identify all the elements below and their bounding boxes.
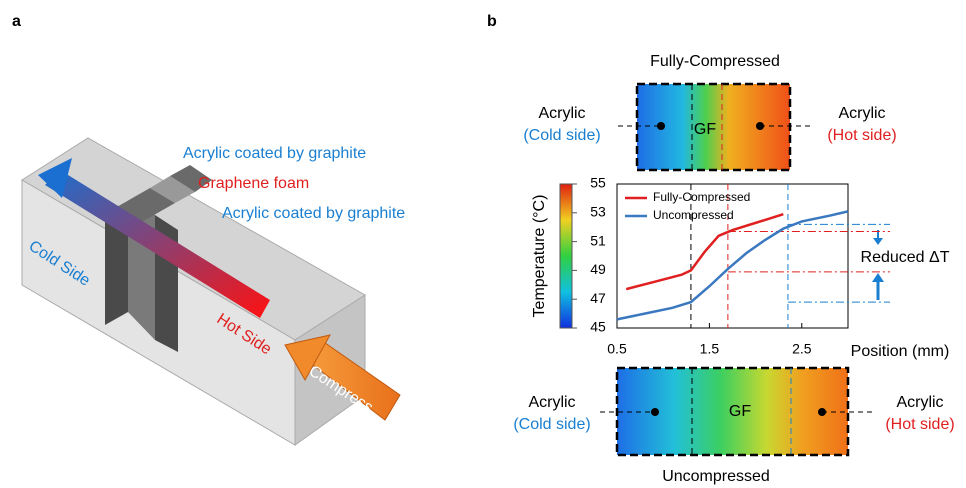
gf-label: GF bbox=[729, 403, 751, 420]
legend-label: Uncompressed bbox=[653, 208, 734, 222]
legend-label: Fully-Compressed bbox=[653, 190, 750, 204]
y-tick-label: 47 bbox=[590, 290, 606, 306]
panel-label: b bbox=[487, 13, 497, 30]
y-axis-label: Temperature (°C) bbox=[531, 195, 548, 318]
side-label: (Hot side) bbox=[885, 416, 954, 433]
image-title: Fully-Compressed bbox=[650, 53, 780, 70]
y-tick-label: 51 bbox=[590, 232, 606, 248]
y-tick-label: 45 bbox=[590, 319, 606, 335]
colorbar bbox=[560, 184, 572, 328]
series-line bbox=[626, 214, 783, 289]
layer-label: Graphene foam bbox=[198, 175, 309, 192]
x-tick-label: 0.5 bbox=[607, 341, 627, 357]
side-label: (Cold side) bbox=[523, 127, 600, 144]
side-label: Acrylic bbox=[528, 394, 575, 411]
y-tick-label: 53 bbox=[590, 204, 606, 220]
plot-frame bbox=[617, 184, 848, 328]
annotation: Reduced ΔT bbox=[861, 249, 950, 266]
layer-label: Acrylic coated by graphite bbox=[222, 205, 405, 222]
x-tick-label: 1.5 bbox=[700, 341, 720, 357]
x-tick-label: 2.5 bbox=[792, 341, 812, 357]
side-label: Acrylic bbox=[538, 105, 585, 122]
side-label: (Hot side) bbox=[827, 127, 896, 144]
side-label: Acrylic bbox=[838, 105, 885, 122]
side-label: (Cold side) bbox=[513, 416, 590, 433]
panel-label: a bbox=[12, 13, 21, 30]
figure: a Acrylic coated by graphite Graphene fo… bbox=[0, 0, 966, 488]
layer-label: Acrylic coated by graphite bbox=[183, 145, 366, 162]
x-axis-label: Position (mm) bbox=[851, 343, 950, 360]
gf-label: GF bbox=[694, 121, 716, 138]
side-label: Acrylic bbox=[896, 394, 943, 411]
image-title: Uncompressed bbox=[662, 468, 770, 485]
series-line bbox=[617, 211, 848, 319]
y-tick-label: 49 bbox=[590, 261, 606, 277]
y-tick-label: 55 bbox=[590, 175, 606, 191]
